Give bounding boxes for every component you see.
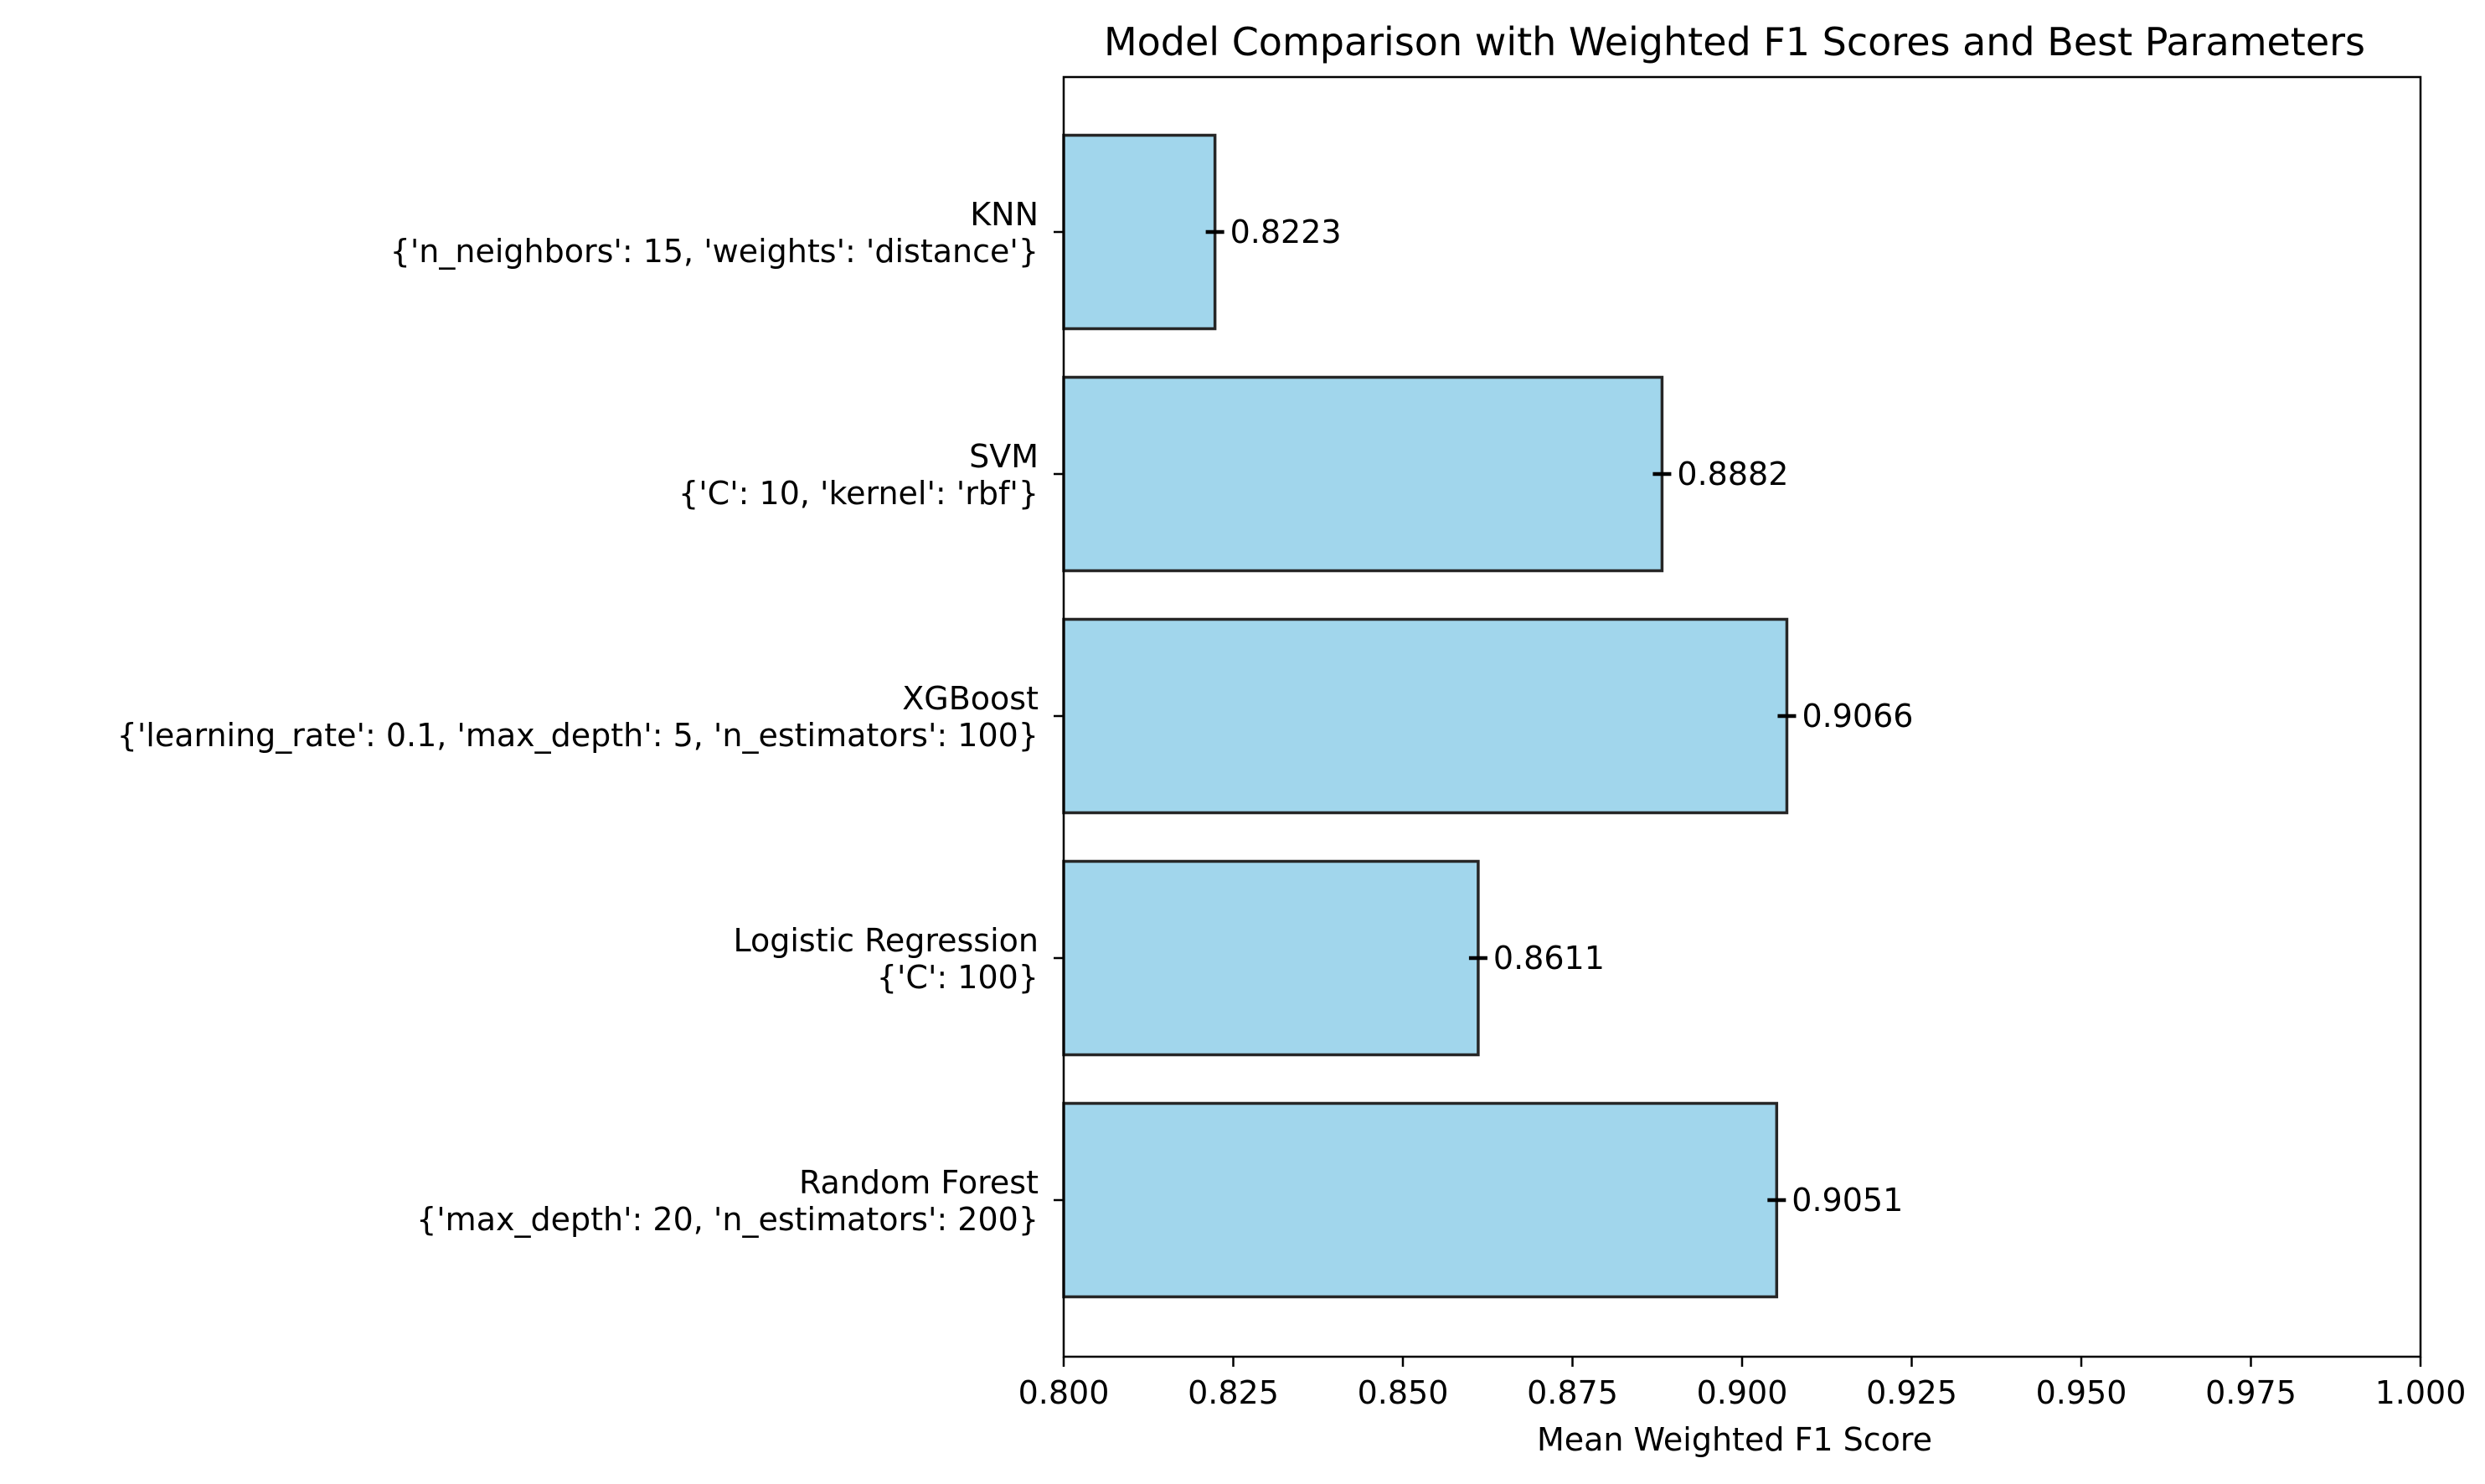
bar-value-label: 0.8611 — [1493, 940, 1605, 976]
chart-title: Model Comparison with Weighted F1 Scores… — [1104, 19, 2365, 64]
x-tick-label: 0.975 — [2205, 1374, 2297, 1411]
bar-value-label: 0.8882 — [1677, 456, 1788, 492]
x-tick-label: 0.825 — [1188, 1374, 1279, 1411]
bar-value-label: 0.9066 — [1802, 698, 1913, 734]
x-tick-label: 0.800 — [1018, 1374, 1110, 1411]
bar-logistic-regression — [1062, 859, 1480, 1057]
bar-value-label: 0.9051 — [1792, 1182, 1903, 1219]
y-tick-label-model: Random Forest — [799, 1164, 1039, 1201]
x-axis-title: Mean Weighted F1 Score — [1537, 1421, 1932, 1458]
y-tick-label-params: {'learning_rate': 0.1, 'max_depth': 5, '… — [117, 717, 1039, 754]
x-tick-label: 0.900 — [1697, 1374, 1788, 1411]
bar-knn — [1062, 133, 1217, 331]
bar-svm — [1062, 375, 1664, 573]
y-tick-label-params: {'C': 100} — [877, 959, 1039, 996]
y-tick-label-params: {'C': 10, 'kernel': 'rbf'} — [678, 475, 1039, 512]
axes-layer: KNN{'n_neighbors': 15, 'weights': 'dista… — [117, 75, 2467, 1411]
y-tick-label-model: SVM — [969, 438, 1039, 475]
y-tick-label-model: Logistic Regression — [733, 922, 1039, 959]
x-tick-label: 1.000 — [2375, 1374, 2467, 1411]
bars-layer: 0.8223 0.8882 0.9066 0.8611 0.9051 — [1062, 133, 1913, 1299]
bar-random-forest — [1062, 1101, 1779, 1299]
bar-xgboost — [1062, 617, 1789, 815]
bar-value-label: 0.8223 — [1230, 214, 1342, 250]
x-tick-label: 0.875 — [1527, 1374, 1618, 1411]
x-tick-label: 0.850 — [1358, 1374, 1449, 1411]
y-tick-label-params: {'max_depth': 20, 'n_estimators': 200} — [416, 1201, 1039, 1238]
y-tick-label-model: XGBoost — [902, 680, 1039, 717]
y-tick-label-model: KNN — [970, 196, 1039, 233]
x-tick-label: 0.950 — [2036, 1374, 2127, 1411]
x-tick-label: 0.925 — [1866, 1374, 1957, 1411]
y-tick-label-params: {'n_neighbors': 15, 'weights': 'distance… — [390, 233, 1039, 270]
